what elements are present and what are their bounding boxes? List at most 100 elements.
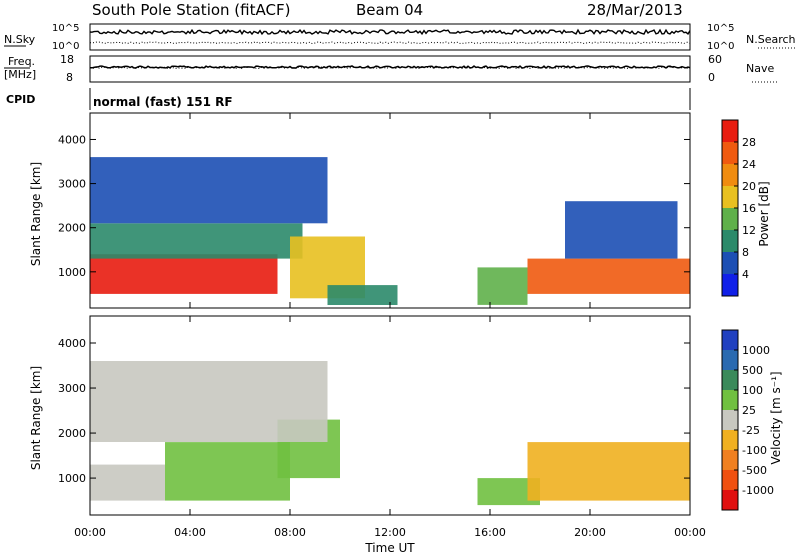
colorbar-segment-7 xyxy=(722,470,738,490)
colorbar-tick-label-7: -1000 xyxy=(742,484,774,497)
x-tick-label-4: 16:00 xyxy=(474,526,506,539)
scatter-region-1 xyxy=(165,442,290,501)
velocity-colorbar-label: Velocity [m s⁻¹] xyxy=(769,371,783,464)
cpid-panel: CPID normal (fast) 151 RF xyxy=(6,88,691,110)
noise-left-tick-bottom: 10^0 xyxy=(52,41,79,52)
noise-frame xyxy=(89,23,691,51)
power-colorbar-label: Power [dB] xyxy=(757,181,771,246)
scatter-region-3 xyxy=(90,361,328,442)
colorbar-segment-0 xyxy=(722,120,738,142)
nave-line xyxy=(89,66,691,70)
nave-label: Nave xyxy=(746,62,774,75)
colorbar-tick-label-5: 24 xyxy=(742,158,756,171)
colorbar-frame xyxy=(721,329,739,511)
scatter-region-1 xyxy=(90,223,303,259)
colorbar-tick-label-0: 1000 xyxy=(742,344,770,357)
scatter-region-5 xyxy=(527,442,690,501)
scatter-region-0 xyxy=(90,464,165,501)
x-tick-label-3: 12:00 xyxy=(374,526,406,539)
noise-left-label: N.Sky xyxy=(4,33,36,46)
noise-left-tick-top: 10^5 xyxy=(52,23,79,34)
beam-title: Beam 04 xyxy=(356,1,423,19)
colorbar-tick-label-2: 12 xyxy=(742,224,756,237)
velocity-colorbar: 1000 500 100 25 -25 -100 -500 -1000 xyxy=(721,329,774,511)
x-axis-title: Time UT xyxy=(364,541,415,554)
y-tick-label-2: 3000 xyxy=(58,382,86,395)
scatter-region-6 xyxy=(527,258,690,294)
colorbar-segment-5 xyxy=(722,430,738,450)
colorbar-segment-2 xyxy=(722,370,738,390)
colorbar-segment-6 xyxy=(722,450,738,470)
colorbar-tick-label-3: 25 xyxy=(742,404,756,417)
nave-tick-top: 60 xyxy=(708,53,722,66)
power-y-ticks: 1000 2000 3000 4000 xyxy=(58,133,690,279)
power-regions xyxy=(90,157,690,305)
station-title: South Pole Station (fitACF) xyxy=(92,1,290,19)
colorbar-segment-5 xyxy=(722,230,738,252)
freq-tick-bottom: 8 xyxy=(66,71,73,84)
noise-right-tick-top: 10^5 xyxy=(707,23,734,34)
noise-panel: N.Sky 10^5 10^0 10^5 10^0 N.Search xyxy=(4,23,796,52)
y-tick-label-3: 4000 xyxy=(58,337,86,350)
y-tick-label-2: 3000 xyxy=(58,178,86,191)
colorbar-tick-label-6: 28 xyxy=(742,136,756,149)
x-tick-label-0: 00:00 xyxy=(74,526,106,539)
cpid-label: CPID xyxy=(6,93,35,106)
colorbar-tick-label-1: 8 xyxy=(742,246,749,259)
frequency-frame xyxy=(89,55,691,83)
power-y-label: Slant Range [km] xyxy=(29,162,43,266)
colorbar-segment-3 xyxy=(722,186,738,208)
colorbar-segment-2 xyxy=(722,164,738,186)
colorbar-segment-8 xyxy=(722,490,738,510)
cpid-value: normal (fast) 151 RF xyxy=(93,95,233,109)
nave-tick-bottom: 0 xyxy=(708,71,715,84)
freq-label-1: Freq. xyxy=(8,55,35,68)
y-tick-label-1: 2000 xyxy=(58,427,86,440)
colorbar-tick-label-0: 4 xyxy=(742,268,749,281)
x-tick-label-5: 20:00 xyxy=(574,526,606,539)
scatter-region-0 xyxy=(90,254,278,294)
colorbar-tick-label-5: -100 xyxy=(742,444,767,457)
colorbar-segment-6 xyxy=(722,252,738,274)
scatter-region-2 xyxy=(90,157,328,224)
velocity-panel: 1000 2000 3000 4000 00:00 04:00 08:00 12:00 16:… xyxy=(29,315,783,554)
colorbar-segment-4 xyxy=(722,208,738,230)
y-tick-label-0: 1000 xyxy=(58,472,86,485)
colorbar-segment-1 xyxy=(722,142,738,164)
power-frame xyxy=(89,112,691,309)
colorbar-segment-7 xyxy=(722,274,738,296)
colorbar-segment-0 xyxy=(722,330,738,350)
colorbar-segment-3 xyxy=(722,390,738,410)
freq-label-2: [MHz] xyxy=(4,68,36,81)
colorbar-segment-4 xyxy=(722,410,738,430)
scatter-region-5 xyxy=(477,267,528,305)
frequency-panel: Freq. [MHz] 18 8 60 0 Nave xyxy=(4,53,778,84)
colorbar-tick-label-1: 500 xyxy=(742,364,763,377)
velocity-y-label: Slant Range [km] xyxy=(29,366,43,470)
x-tick-label-2: 08:00 xyxy=(274,526,306,539)
y-tick-label-1: 2000 xyxy=(58,222,86,235)
freq-tick-top: 18 xyxy=(60,53,74,66)
scatter-region-4 xyxy=(327,285,398,305)
colorbar-segment-1 xyxy=(722,350,738,370)
y-tick-label-3: 4000 xyxy=(58,133,86,146)
noise-right-tick-bottom: 10^0 xyxy=(707,41,734,52)
velocity-regions xyxy=(90,361,690,506)
noise-right-label: N.Search xyxy=(746,33,796,46)
power-colorbar: 4 8 12 16 20 24 28 xyxy=(721,119,756,297)
velocity-x-ticks: 00:00 04:00 08:00 12:00 16:00 20:00 00:00 xyxy=(74,316,706,539)
scatter-region-7 xyxy=(565,201,678,259)
y-tick-label-0: 1000 xyxy=(58,266,86,279)
x-tick-label-1: 04:00 xyxy=(174,526,206,539)
colorbar-tick-label-2: 100 xyxy=(742,384,763,397)
x-tick-label-6: 00:00 xyxy=(674,526,706,539)
velocity-y-ticks: 1000 2000 3000 4000 xyxy=(58,337,690,485)
velocity-frame xyxy=(89,315,691,516)
colorbar-tick-label-4: -25 xyxy=(742,424,760,437)
colorbar-tick-label-4: 20 xyxy=(742,180,756,193)
sky-noise-line xyxy=(89,28,691,36)
date-title: 28/Mar/2013 xyxy=(587,1,683,19)
search-noise-line xyxy=(90,41,691,45)
power-panel: 1000 2000 3000 4000 Slant Range [km] 4 8 12 16… xyxy=(29,112,771,309)
